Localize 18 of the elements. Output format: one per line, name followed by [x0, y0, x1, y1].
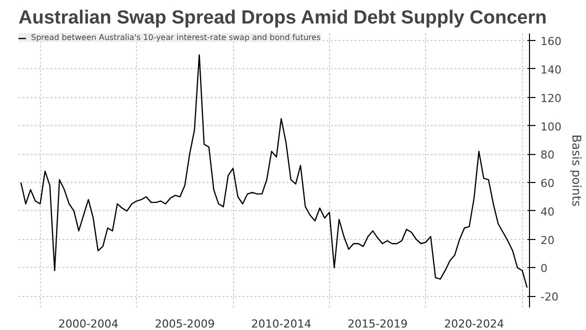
chart-title: Australian Swap Spread Drops Amid Debt Supply Concern: [18, 8, 547, 28]
y-tick-label: 100: [540, 120, 562, 134]
y-tick-label: 60: [540, 177, 554, 190]
legend-label: Spread between Australia's 10-year interest-rate swap and bond futures: [31, 33, 321, 42]
x-tick-label: 2005-2009: [154, 318, 215, 330]
y-tick-label: 140: [540, 63, 562, 76]
y-tick-label: 20: [540, 234, 554, 247]
y-tick-label: -20: [540, 290, 558, 304]
y-tick-label: 80: [540, 148, 554, 162]
x-tick-label: 2015-2019: [348, 318, 408, 330]
y-tick-label: 0: [540, 262, 548, 276]
y-axis-title: Basis points: [569, 134, 584, 207]
y-tick-label: 40: [540, 205, 554, 218]
x-tick-label: 2020-2024: [444, 318, 504, 330]
x-tick-label: 2010-2014: [251, 318, 312, 330]
x-tick-label: 2000-2004: [58, 318, 118, 330]
y-tick-label: 160: [540, 35, 562, 48]
y-tick-label: 120: [540, 92, 562, 105]
